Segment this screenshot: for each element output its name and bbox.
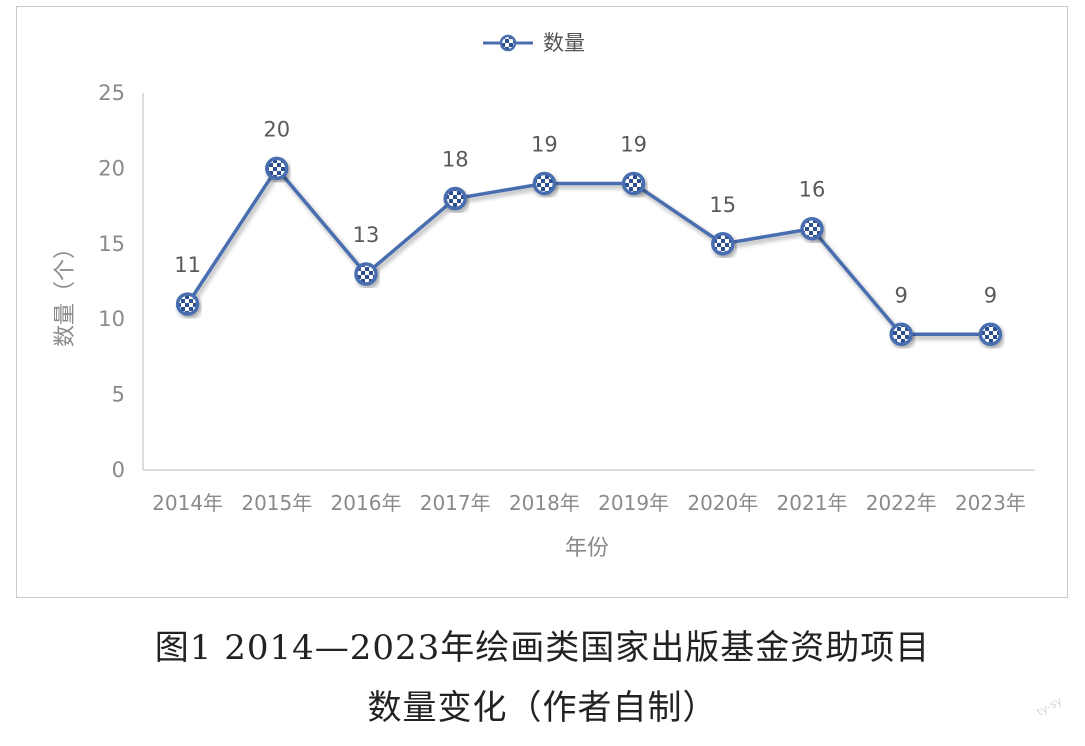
data-label: 9 <box>984 283 997 307</box>
x-axis-title: 年份 <box>565 536 609 561</box>
data-point-marker <box>800 216 824 241</box>
data-point-marker <box>175 292 200 316</box>
data-label: 19 <box>620 132 647 156</box>
data-point-marker <box>443 186 467 211</box>
y-tick-label: 10 <box>98 307 125 331</box>
x-tick-label: 2020年 <box>687 491 758 515</box>
data-label: 19 <box>531 132 558 156</box>
y-tick-label: 20 <box>98 156 125 180</box>
series-line-group <box>186 166 991 337</box>
y-tick-label: 5 <box>112 383 125 407</box>
marker-group <box>175 156 1003 347</box>
data-point-marker <box>889 322 913 347</box>
x-tick-label: 2018年 <box>509 491 580 515</box>
y-tick-labels: 0 5 10 15 20 25 <box>98 81 125 482</box>
y-tick-label: 25 <box>98 81 125 105</box>
legend-marker <box>499 34 517 52</box>
data-label: 11 <box>174 253 201 277</box>
x-tick-label: 2023年 <box>955 491 1026 515</box>
data-label: 9 <box>895 283 908 307</box>
caption-line-2: 数量变化（作者自制） <box>367 688 718 728</box>
data-point-marker <box>532 171 557 196</box>
chart-frame: 数量 0 5 10 15 20 25 2014年 2015年 2016年 2017年 2018年 2… <box>16 6 1068 598</box>
x-tick-labels: 2014年 2015年 2016年 2017年 2018年 2019年 2020年 2021年… <box>152 491 1026 515</box>
x-tick-label: 2022年 <box>866 491 937 515</box>
legend: 数量 <box>483 31 585 55</box>
data-point-marker <box>265 156 289 181</box>
data-label: 18 <box>442 148 469 172</box>
y-axis-title: 数量（个） <box>53 237 78 347</box>
x-tick-label: 2017年 <box>420 491 491 515</box>
x-tick-label: 2014年 <box>152 491 223 515</box>
x-tick-label: 2021年 <box>777 491 848 515</box>
y-tick-label: 15 <box>98 232 125 256</box>
data-point-marker <box>354 262 378 286</box>
data-label: 15 <box>709 193 736 217</box>
legend-label: 数量 <box>543 31 585 55</box>
data-label: 13 <box>353 223 380 247</box>
x-tick-label: 2019年 <box>598 491 669 515</box>
x-tick-label: 2016年 <box>331 491 402 515</box>
y-tick-label: 0 <box>112 458 125 482</box>
x-tick-label: 2015年 <box>241 491 312 515</box>
data-point-marker <box>621 171 646 196</box>
data-label-group: 11 20 13 18 19 19 15 16 9 9 <box>174 117 997 307</box>
data-label: 16 <box>799 178 826 202</box>
caption-line-1: 图1 2014—2023年绘画类国家出版基金资助项目 <box>154 628 931 668</box>
data-point-marker <box>978 322 1003 347</box>
series-line <box>186 166 991 337</box>
data-point-marker <box>711 232 735 256</box>
data-label: 20 <box>263 117 290 141</box>
